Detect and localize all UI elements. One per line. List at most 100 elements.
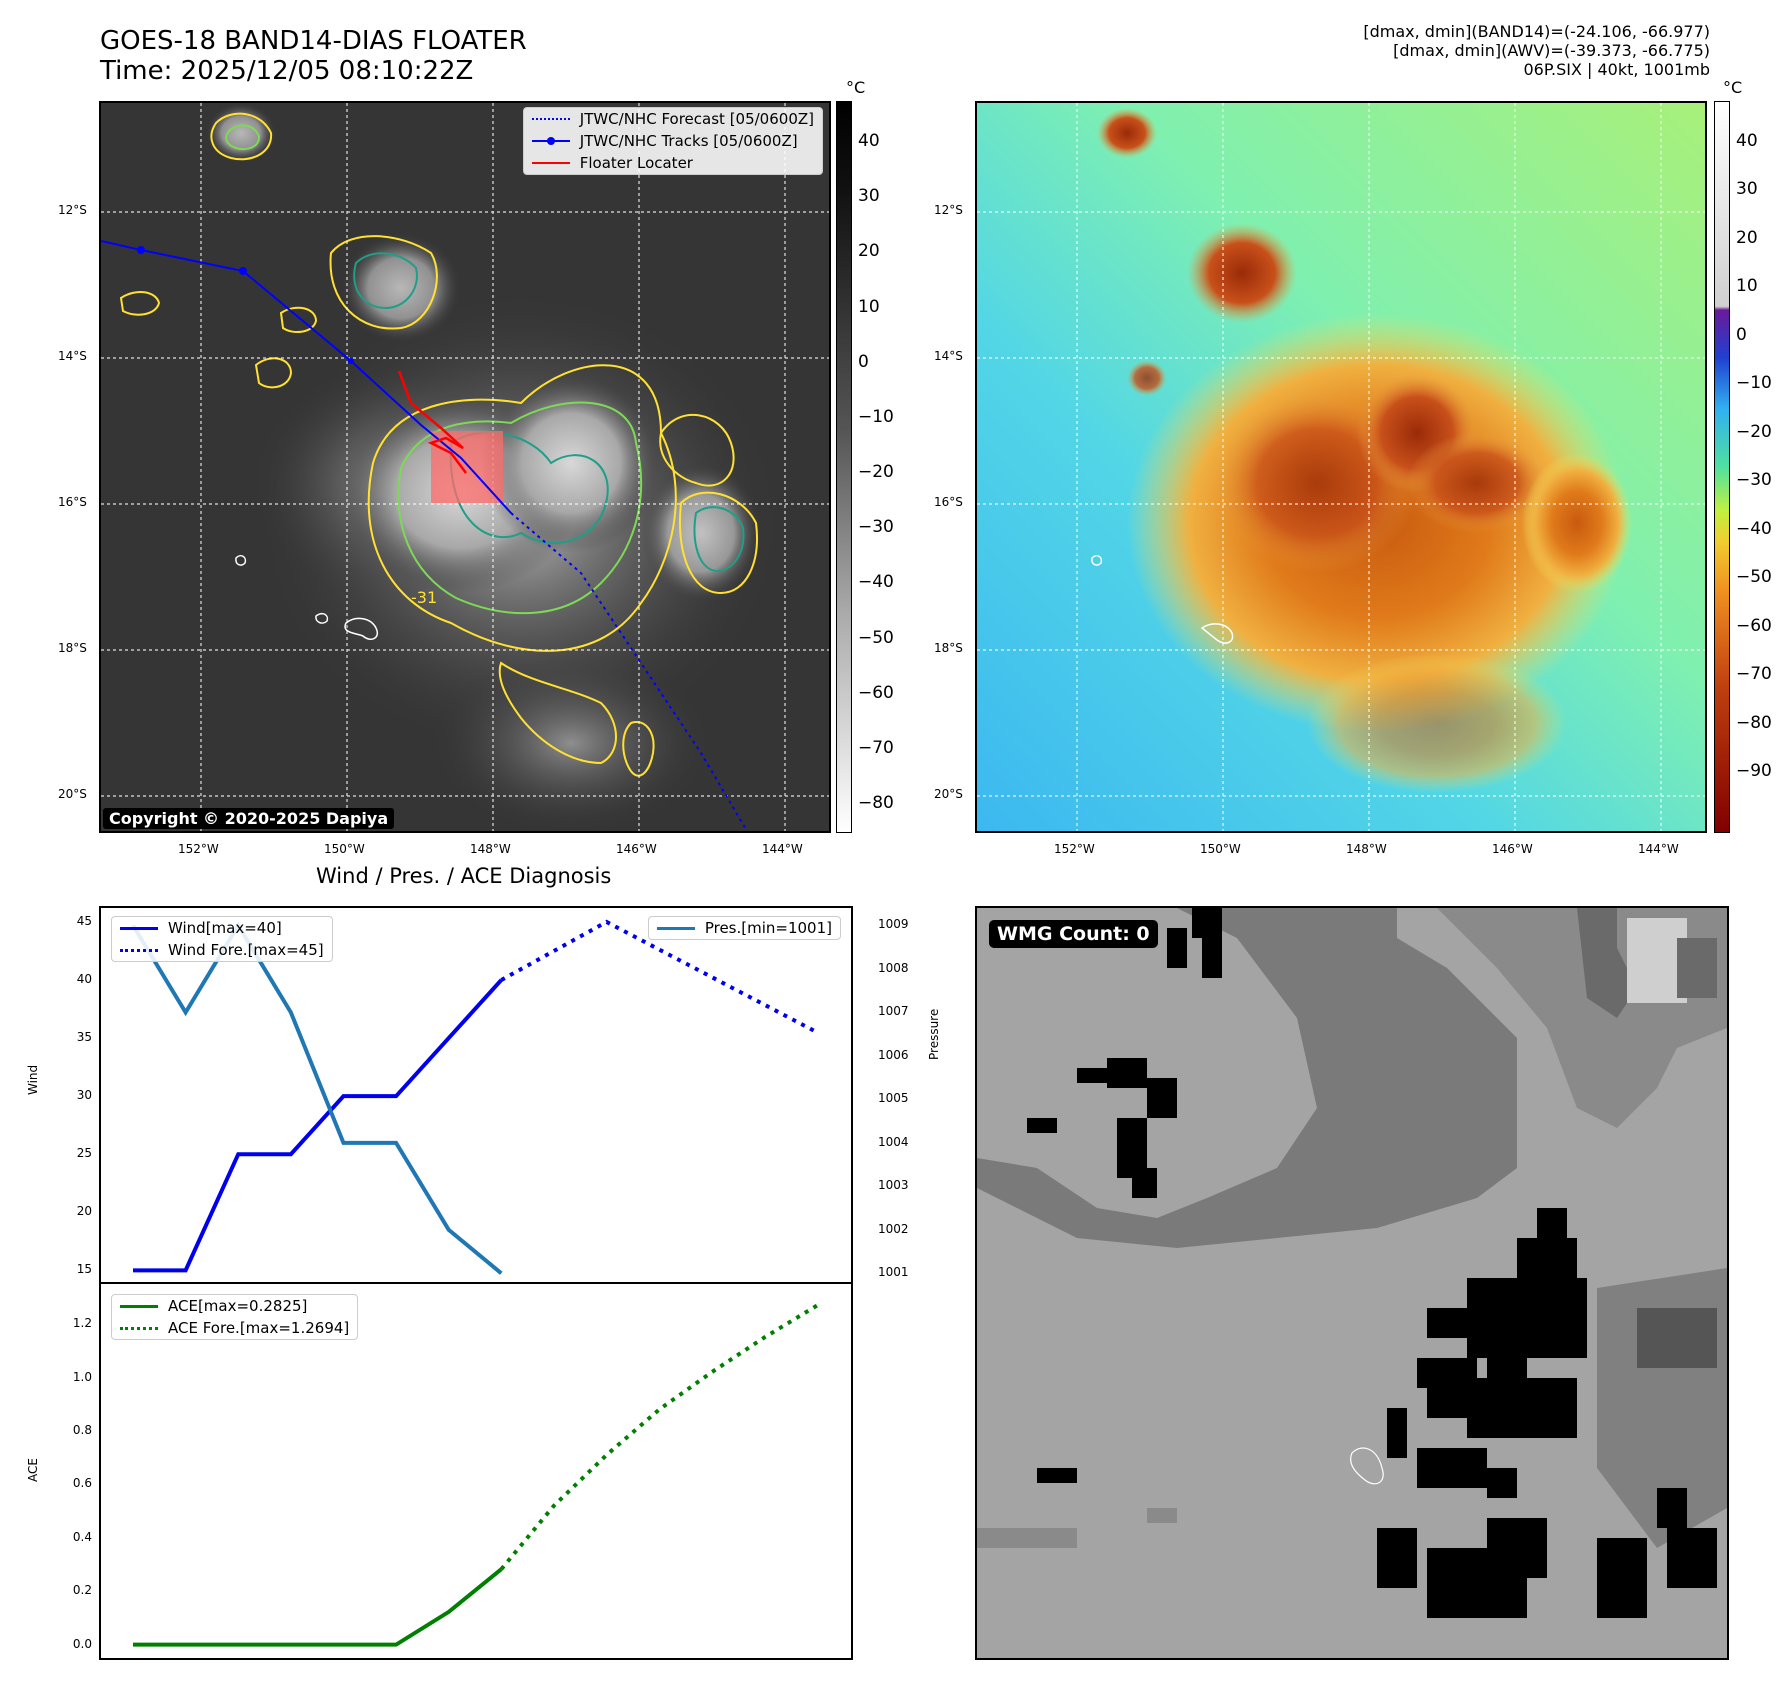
ace-panel: ACE[max=0.2825] ACE Fore.[max=1.2694] <box>99 1282 853 1660</box>
legend-wind-fore: Wind Fore.[max=45] <box>112 939 332 961</box>
lat-label: 16°S <box>934 495 963 509</box>
legend-forecast: JTWC/NHC Forecast [05/0600Z] <box>524 108 822 130</box>
figure-title: GOES-18 BAND14-DIAS FLOATER Time: 2025/1… <box>100 26 527 86</box>
wind-axis-tick: 15 <box>76 1262 92 1277</box>
color-colorbar-tick: −60 <box>1736 615 1772 636</box>
pressure-axis-tick: 1003 <box>878 1178 909 1193</box>
gray-colorbar-tick: −60 <box>858 682 894 703</box>
figure-title-line1: GOES-18 BAND14-DIAS FLOATER <box>100 26 527 56</box>
legend-wind: Wind[max=40] <box>112 917 332 939</box>
lat-label: 12°S <box>934 203 963 217</box>
lat-label: 18°S <box>58 641 87 655</box>
diagnosis-title: Wind / Pres. / ACE Diagnosis <box>316 864 612 888</box>
lat-label: 14°S <box>58 349 87 363</box>
gray-colorbar-tick: 20 <box>858 241 880 262</box>
color-colorbar-tick: −50 <box>1736 567 1772 588</box>
wind-axis-label: Wind <box>26 1064 40 1095</box>
storm-info: [dmax, dmin](BAND14)=(-24.106, -66.977) … <box>1363 22 1710 79</box>
gray-colorbar-tick: −10 <box>858 406 894 427</box>
lon-label: 148°W <box>470 842 511 856</box>
legend-ace-fore: ACE Fore.[max=1.2694] <box>112 1317 357 1339</box>
ace-axis-tick: 0.6 <box>72 1476 92 1491</box>
wind-axis-tick: 40 <box>76 972 92 986</box>
lon-label: 144°W <box>1638 842 1679 856</box>
lon-label: 144°W <box>762 842 803 856</box>
lon-label: 152°W <box>178 842 219 856</box>
pressure-axis-tick: 1004 <box>878 1134 909 1149</box>
track-point <box>348 358 354 364</box>
wind-forecast-line <box>500 919 818 1035</box>
wind-axis-tick: 25 <box>76 1146 92 1161</box>
lon-label: 146°W <box>1492 842 1533 856</box>
gray-colorbar-tick: 10 <box>858 296 880 317</box>
lon-label: 152°W <box>1054 842 1095 856</box>
pressure-line <box>131 921 503 1275</box>
track-point <box>137 246 145 254</box>
contour-label: -31 <box>411 588 437 607</box>
wmg-count-badge: WMG Count: 0 <box>989 920 1158 948</box>
wmg-panel: WMG Count: 0 <box>975 906 1729 1660</box>
color-colorbar-tick: −30 <box>1736 470 1772 491</box>
color-colorbar-tick: −80 <box>1736 712 1772 733</box>
jtwc-forecast-line <box>510 512 748 831</box>
ace-axis-label: ACE <box>26 1458 40 1482</box>
color-colorbar-tick: −40 <box>1736 518 1772 539</box>
lon-label: 146°W <box>616 842 657 856</box>
legend-tracks-label: JTWC/NHC Tracks [05/0600Z] <box>579 132 798 150</box>
color-colorbar-tick: 40 <box>1736 131 1758 151</box>
wind-pressure-panel: Wind[max=40] Wind Fore.[max=45] Pres.[mi… <box>99 906 853 1284</box>
figure-time: Time: 2025/12/05 08:10:22Z <box>100 56 474 86</box>
ir-grayscale-map: -31 JTWC/NHC Forecast [05/0600Z] JTWC/ <box>99 101 831 833</box>
legend-pressure-label: Pres.[min=1001] <box>704 919 832 937</box>
pressure-axis-tick: 1007 <box>878 1004 909 1019</box>
gray-colorbar-tick: 40 <box>858 131 880 151</box>
lat-label: 14°S <box>934 349 963 363</box>
ace-forecast-line <box>499 1303 819 1571</box>
legend-pressure: Pres.[min=1001] <box>649 917 840 939</box>
legend-locater: Floater Locater <box>524 152 822 174</box>
wind-line <box>133 978 503 1273</box>
gray-colorbar-tick: −50 <box>858 627 894 648</box>
color-colorbar-tick: −10 <box>1736 373 1772 394</box>
legend-ace-fore-label: ACE Fore.[max=1.2694] <box>168 1319 350 1337</box>
pressure-axis-tick: 1001 <box>878 1265 909 1280</box>
pressure-axis-tick: 1008 <box>878 960 909 975</box>
legend-ace-label: ACE[max=0.2825] <box>168 1297 308 1315</box>
color-colorbar-unit: °C <box>1723 78 1743 97</box>
gray-colorbar-unit: °C <box>846 78 866 97</box>
color-colorbar-tick: 0 <box>1736 324 1747 345</box>
ir-map-svg: -31 <box>101 103 829 831</box>
copyright-label: Copyright © 2020-2025 Dapiya <box>103 808 395 829</box>
lon-label: 150°W <box>324 842 365 856</box>
map-legend: JTWC/NHC Forecast [05/0600Z] JTWC/NHC Tr… <box>522 107 823 175</box>
legend-ace: ACE[max=0.2825] <box>112 1295 357 1317</box>
wind-legend: Wind[max=40] Wind Fore.[max=45] <box>111 916 333 962</box>
color-colorbar-tick: −70 <box>1736 664 1772 685</box>
color-colorbar-tick: −90 <box>1736 761 1772 781</box>
color-colorbar-tick: 20 <box>1736 227 1758 248</box>
lat-label: 16°S <box>58 495 87 509</box>
ace-axis-tick: 0.8 <box>72 1422 92 1437</box>
wind-axis-tick: 45 <box>76 913 92 928</box>
wind-axis-tick: 35 <box>76 1030 92 1045</box>
lat-label: 20°S <box>58 787 87 801</box>
gray-colorbar-tick: 0 <box>858 351 869 372</box>
awv-range: [dmax, dmin](AWV)=(-39.373, -66.775) <box>1393 41 1710 60</box>
color-colorbar-tick: 30 <box>1736 179 1758 200</box>
floater-locater-line <box>397 370 467 474</box>
ace-axis-tick: 0.4 <box>72 1529 92 1544</box>
ace-line <box>133 1567 503 1647</box>
gray-colorbar-tick: −70 <box>858 737 894 758</box>
ace-axis-tick: 1.0 <box>72 1369 92 1384</box>
color-colorbar <box>1714 101 1730 833</box>
legend-tracks: JTWC/NHC Tracks [05/0600Z] <box>524 130 822 152</box>
wind-pressure-svg <box>131 919 818 1275</box>
pressure-legend: Pres.[min=1001] <box>647 916 841 940</box>
legend-forecast-label: JTWC/NHC Forecast [05/0600Z] <box>579 110 814 128</box>
gray-colorbar-tick: 30 <box>858 186 880 207</box>
ace-axis-tick: 0.2 <box>72 1583 92 1598</box>
wind-axis-tick: 20 <box>76 1204 92 1219</box>
gray-colorbar-tick: −40 <box>858 572 894 593</box>
lon-label: 150°W <box>1200 842 1241 856</box>
lat-label: 20°S <box>934 787 963 801</box>
